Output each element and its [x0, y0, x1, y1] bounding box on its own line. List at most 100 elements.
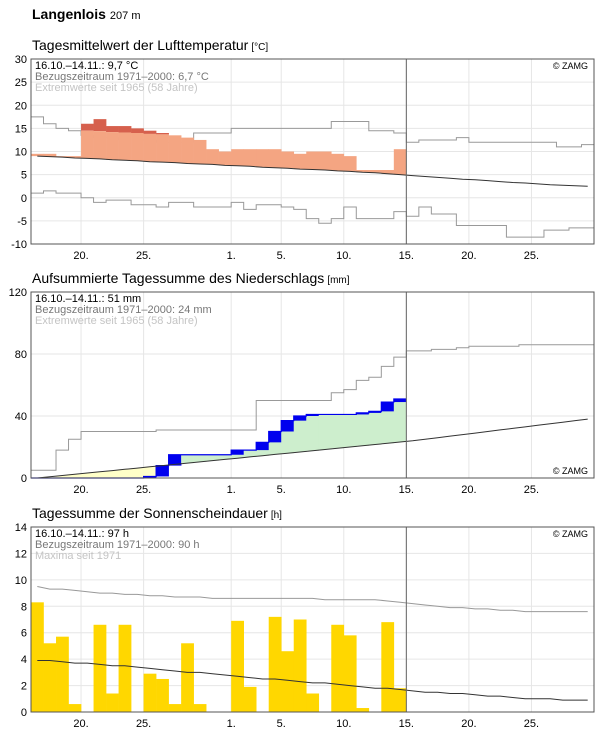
credit-label: © ZAMG [553, 466, 588, 476]
x-tick-label: 20. [461, 718, 476, 729]
precipitation-deviation-area [343, 414, 357, 447]
temperature-bar [118, 132, 132, 161]
precipitation-title: Aufsummierte Tagessumme des Niederschlag… [32, 270, 350, 286]
sunshine-bar [31, 602, 44, 712]
temperature-bar-strong [131, 128, 144, 133]
daily-precipitation-bar [368, 411, 382, 413]
sunshine-bar [106, 693, 119, 712]
daily-precipitation-bar [268, 431, 282, 443]
sunshine-bar [193, 704, 207, 712]
y-tick-label: 120 [9, 287, 27, 299]
precipitation-unit: [mm] [327, 275, 350, 286]
daily-precipitation-bar [156, 465, 169, 477]
precipitation-deviation-area [43, 476, 57, 478]
x-tick-label: 1. [227, 718, 236, 729]
sunshine-bar [231, 620, 244, 712]
temperature-bar [231, 149, 244, 166]
y-tick-label: 4 [21, 654, 27, 666]
daily-precipitation-bar [356, 412, 370, 415]
sunshine-bar [56, 636, 69, 712]
temperature-bar-strong [93, 119, 107, 132]
x-tick-label: 25. [136, 718, 151, 729]
sunshine-bar [343, 635, 357, 712]
temperature-unit: [°C] [251, 42, 269, 53]
temperature-bar [306, 151, 320, 170]
info-line-3: Maxima seit 1971 [35, 550, 121, 562]
temperature-bar [68, 156, 82, 158]
temperature-bar [43, 153, 57, 157]
y-tick-label: -10 [11, 239, 27, 251]
temperature-bar-strong [156, 133, 169, 135]
sunshine-bar [156, 678, 169, 712]
x-tick-label: 15. [399, 250, 414, 262]
y-tick-label: 0 [21, 707, 27, 719]
y-tick-label: 8 [21, 601, 27, 613]
max-precipitation-envelope [31, 344, 594, 471]
temperature-bar-strong [81, 123, 94, 131]
min-temperature-envelope [31, 190, 594, 238]
x-tick-label: 5. [277, 484, 286, 496]
info-line-1: 16.10.–14.11.: 51 mm [35, 293, 141, 305]
precipitation-deviation-area [181, 454, 194, 464]
station-altitude: 207 m [109, 10, 141, 22]
station-header: Langenlois 207 m [32, 6, 140, 24]
precipitation-deviation-area [393, 398, 407, 443]
daily-precipitation-bar [381, 402, 395, 412]
sunshine-bar [168, 704, 182, 712]
sunshine-bar [281, 651, 295, 712]
sunshine-bar [268, 616, 282, 712]
sunshine-title: Tagessumme der Sonnenscheindauer [h] [32, 505, 282, 521]
sunshine-bar [393, 688, 407, 712]
y-tick-label: 5 [21, 170, 27, 182]
temperature-bar [93, 131, 107, 159]
temperature-bar [243, 149, 257, 167]
precipitation-deviation-area [206, 454, 219, 461]
daily-precipitation-bar [168, 454, 182, 466]
x-tick-label: 20. [73, 250, 88, 262]
info-line-2: Bezugszeitraum 1971–2000: 24 mm [35, 304, 212, 316]
info-line-3: Extremwerte seit 1965 (58 Jahre) [35, 82, 198, 94]
daily-precipitation-bar [281, 420, 295, 432]
precipitation-title-text: Aufsummierte Tagessumme des Niederschlag… [32, 270, 325, 286]
x-tick-label: 5. [277, 250, 286, 262]
temperature-bar [181, 137, 194, 164]
daily-precipitation-bar [393, 398, 407, 403]
temperature-bar [193, 139, 207, 164]
daily-precipitation-bar [231, 450, 244, 455]
temperature-bar-strong [118, 126, 132, 133]
sunshine-bar [68, 704, 82, 712]
x-tick-label: 20. [461, 250, 476, 262]
plot-frame [30, 58, 595, 245]
precipitation-deviation-area [106, 470, 119, 478]
y-tick-label: -5 [17, 216, 27, 228]
x-tick-label: 15. [399, 484, 414, 496]
x-tick-label: 20. [461, 484, 476, 496]
y-tick-label: 0 [21, 473, 27, 485]
temperature-bar [343, 156, 357, 172]
precipitation-deviation-area [331, 414, 345, 449]
precipitation-deviation-area [293, 416, 307, 452]
info-line-1: 16.10.–14.11.: 97 h [35, 528, 129, 540]
daily-precipitation-bar [293, 416, 307, 421]
y-tick-label: 6 [21, 628, 27, 640]
sunshine-bar [93, 624, 107, 712]
x-tick-label: 10. [336, 484, 351, 496]
temperature-bar [81, 130, 94, 159]
temperature-bar [293, 153, 307, 170]
temperature-bar [393, 149, 407, 175]
sunshine-bar [356, 708, 370, 712]
precipitation-deviation-area [118, 469, 132, 478]
temperature-bar [331, 153, 345, 171]
temperature-title: Tagesmittelwert der Lufttemperatur [°C] [32, 37, 268, 53]
sunshine-bar [43, 643, 57, 712]
temperature-bar [218, 151, 232, 166]
temperature-bar [168, 135, 182, 163]
y-tick-label: 0 [21, 193, 27, 205]
precipitation-deviation-area [218, 454, 232, 460]
station-name: Langenlois [32, 6, 106, 22]
temperature-bar-strong [106, 126, 119, 133]
precipitation-deviation-area [81, 473, 94, 478]
precipitation-deviation-area [368, 411, 382, 445]
temperature-bar [131, 133, 144, 161]
